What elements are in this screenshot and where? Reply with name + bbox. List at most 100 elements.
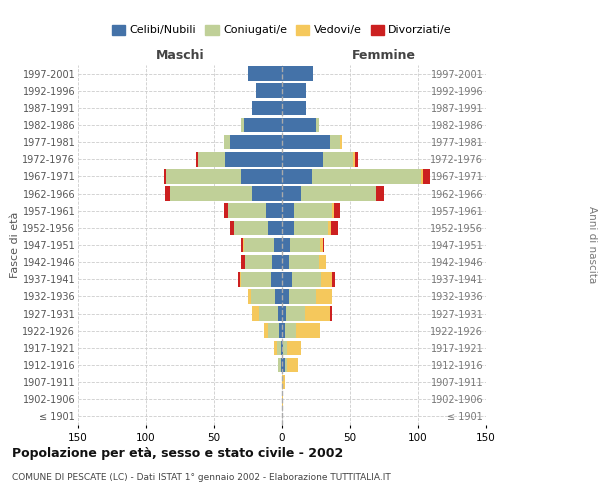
Bar (282, 100, 307, 115)
Bar (275, 289, 282, 304)
Bar (252, 186, 282, 201)
Bar (283, 340, 287, 355)
Bar (271, 272, 282, 286)
Bar (282, 340, 283, 355)
Bar (252, 100, 282, 115)
Bar (279, 324, 282, 338)
Text: Femmine: Femmine (352, 48, 416, 62)
Bar (265, 324, 268, 338)
Bar (166, 169, 241, 184)
Bar (245, 255, 272, 270)
Bar (329, 135, 340, 150)
Bar (170, 186, 252, 201)
Y-axis label: Fasce di età: Fasce di età (10, 212, 20, 278)
Bar (282, 272, 292, 286)
Legend: Celibi/Nubili, Coniugati/e, Vedovi/e, Divorziati/e: Celibi/Nubili, Coniugati/e, Vedovi/e, Di… (107, 20, 457, 40)
Bar (282, 289, 289, 304)
Bar (285, 324, 296, 338)
Bar (164, 169, 166, 184)
Bar (238, 272, 240, 286)
Bar (282, 66, 313, 81)
Bar (281, 358, 282, 372)
Bar (282, 255, 289, 270)
Bar (244, 238, 274, 252)
Bar (197, 152, 225, 166)
Bar (353, 152, 355, 166)
Bar (331, 220, 338, 235)
Bar (251, 289, 275, 304)
Bar (340, 135, 342, 150)
Bar (241, 169, 282, 184)
Bar (301, 186, 376, 201)
Bar (274, 238, 282, 252)
Bar (272, 255, 282, 270)
Bar (224, 135, 230, 150)
Bar (278, 306, 282, 321)
Bar (292, 272, 322, 286)
Bar (282, 358, 285, 372)
Bar (282, 220, 294, 235)
Bar (282, 186, 301, 201)
Bar (323, 152, 353, 166)
Bar (277, 340, 281, 355)
Text: Anni di nascita: Anni di nascita (587, 206, 597, 284)
Bar (289, 289, 316, 304)
Bar (252, 306, 259, 321)
Text: Popolazione per età, sesso e stato civile - 2002: Popolazione per età, sesso e stato civil… (12, 448, 343, 460)
Bar (225, 152, 282, 166)
Bar (230, 220, 235, 235)
Bar (241, 272, 271, 286)
Bar (282, 392, 283, 406)
Bar (268, 324, 279, 338)
Bar (424, 169, 430, 184)
Bar (281, 340, 282, 355)
Bar (259, 306, 278, 321)
Bar (278, 358, 281, 372)
Bar (316, 289, 332, 304)
Bar (227, 204, 266, 218)
Bar (332, 204, 334, 218)
Bar (294, 204, 332, 218)
Bar (242, 238, 244, 252)
Bar (312, 169, 421, 184)
Bar (230, 135, 282, 150)
Bar (332, 272, 335, 286)
Bar (282, 84, 307, 98)
Bar (421, 169, 424, 184)
Bar (322, 272, 332, 286)
Bar (355, 152, 358, 166)
Bar (282, 324, 285, 338)
Bar (285, 358, 287, 372)
Bar (235, 220, 268, 235)
Text: Maschi: Maschi (155, 48, 205, 62)
Bar (196, 152, 197, 166)
Bar (376, 186, 384, 201)
Bar (268, 220, 282, 235)
Bar (294, 220, 328, 235)
Bar (165, 186, 170, 201)
Bar (282, 238, 290, 252)
Bar (334, 204, 340, 218)
Bar (316, 118, 319, 132)
Bar (240, 272, 241, 286)
Bar (329, 306, 332, 321)
Bar (282, 118, 316, 132)
Bar (274, 340, 277, 355)
Bar (319, 255, 326, 270)
Text: COMUNE DI PESCATE (LC) - Dati ISTAT 1° gennaio 2002 - Elaborazione TUTTITALIA.IT: COMUNE DI PESCATE (LC) - Dati ISTAT 1° g… (12, 472, 391, 482)
Bar (287, 340, 301, 355)
Bar (287, 358, 298, 372)
Bar (328, 220, 331, 235)
Bar (282, 306, 286, 321)
Bar (282, 375, 285, 390)
Bar (224, 204, 227, 218)
Bar (296, 324, 320, 338)
Bar (282, 135, 329, 150)
Bar (282, 169, 312, 184)
Bar (241, 255, 245, 270)
Bar (290, 238, 320, 252)
Bar (241, 118, 244, 132)
Bar (244, 118, 282, 132)
Bar (305, 306, 329, 321)
Bar (256, 84, 282, 98)
